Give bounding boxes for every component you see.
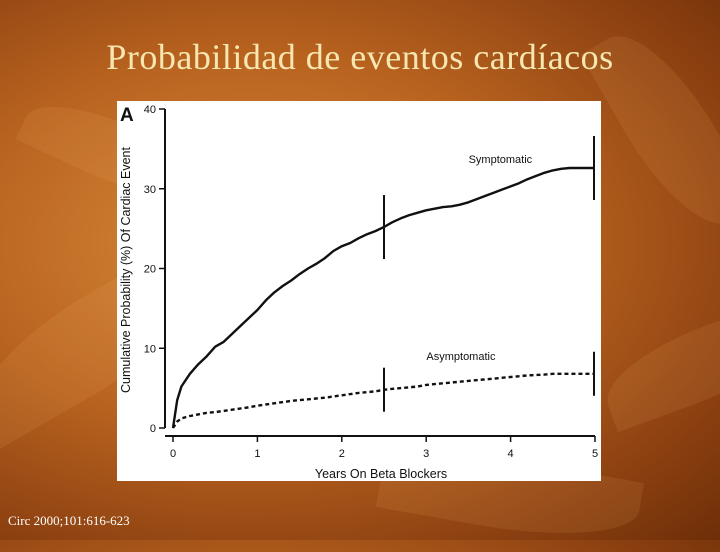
y-tick-label: 40: [144, 104, 156, 116]
x-tick-label: 3: [423, 448, 429, 460]
series-line-asymptomatic: [171, 372, 595, 429]
x-tick-label: 4: [508, 448, 514, 460]
chart-figure: A Cumulative Probability (%) Of Cardiac …: [117, 101, 601, 481]
series-line-symptomatic: [171, 166, 595, 429]
series-annotation-label: Symptomatic: [469, 154, 533, 166]
series-annotation-label: Asymptomatic: [426, 351, 496, 363]
x-axis-label: Years On Beta Blockers: [315, 467, 447, 481]
y-axis-label: Cumulative Probability (%) Of Cardiac Ev…: [119, 147, 133, 393]
y-tick-label: 20: [144, 264, 156, 276]
x-tick-label: 1: [254, 448, 260, 460]
y-tick-label: 10: [144, 343, 156, 355]
slide-title: Probabilidad de eventos cardíacos: [106, 37, 614, 77]
y-tick-label: 30: [144, 184, 156, 196]
x-tick-label: 0: [170, 448, 176, 460]
x-tick-label: 2: [339, 448, 345, 460]
background-leaf: [594, 297, 720, 433]
x-tick-label: 5: [592, 448, 598, 460]
y-tick-label: 0: [150, 423, 156, 435]
panel-label: A: [120, 105, 134, 126]
chart-svg: A Cumulative Probability (%) Of Cardiac …: [119, 104, 598, 481]
citation: Circ 2000;101:616-623: [8, 513, 130, 528]
